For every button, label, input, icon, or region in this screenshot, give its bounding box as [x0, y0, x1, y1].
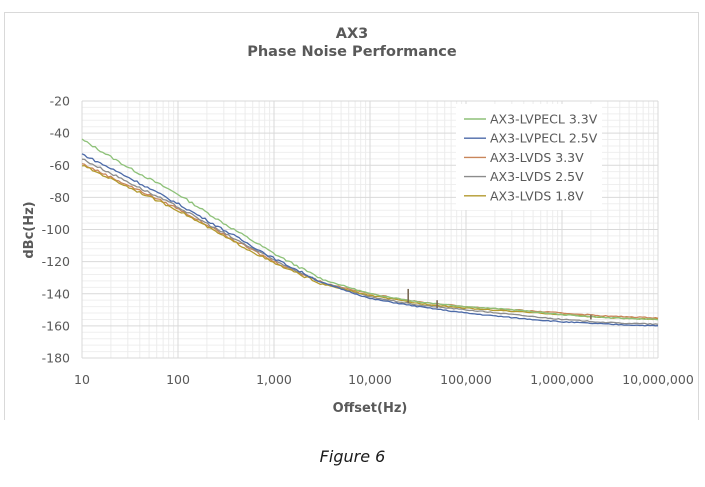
legend-label: AX3-LVPECL 3.3V: [490, 112, 598, 127]
x-tick-label: 10,000,000: [622, 372, 694, 387]
x-tick-label: 1,000: [256, 372, 292, 387]
figure-caption: Figure 6: [319, 447, 386, 466]
phase-noise-chart: -20 -40 -60 -80 -100 -120 -140 -160 -180 10 100 1,…: [22, 26, 694, 416]
y-axis-label: dBc(Hz): [22, 201, 37, 258]
y-tick-label: -140: [42, 286, 70, 301]
y-axis-ticks: -20 -40 -60 -80 -100 -120 -140 -160 -180: [42, 94, 70, 366]
series-line: [81, 158, 659, 326]
x-axis-label: Offset(Hz): [333, 401, 408, 416]
y-tick-label: -100: [42, 222, 70, 237]
legend-label: AX3-LVDS 2.5V: [490, 169, 584, 184]
legend: AX3-LVPECL 3.3V AX3-LVPECL 2.5V AX3-LVDS 3…: [456, 104, 602, 210]
series-lines: [81, 138, 659, 327]
x-tick-label: 10,000: [348, 372, 392, 387]
chart-frame: [4, 12, 699, 420]
y-tick-label: -120: [42, 254, 70, 269]
spur-markers: [407, 288, 592, 320]
y-tick-label: -40: [50, 126, 70, 141]
legend-label: AX3-LVDS 3.3V: [490, 150, 584, 165]
series-line: [81, 153, 659, 327]
x-tick-label: 100,000: [440, 372, 492, 387]
x-tick-label: 100: [166, 372, 190, 387]
chart-title: AX3: [336, 26, 369, 42]
y-tick-label: -20: [50, 94, 70, 109]
series-line: [81, 138, 659, 321]
y-tick-label: -80: [50, 190, 70, 205]
x-axis-ticks: 10 100 1,000 10,000 100,000 1,000,000 10,000,0…: [74, 372, 694, 387]
chart-subtitle: Phase Noise Performance: [247, 44, 457, 60]
x-tick-label: 10: [74, 372, 90, 387]
x-tick-label: 1,000,000: [530, 372, 594, 387]
legend-label: AX3-LVPECL 2.5V: [490, 131, 598, 146]
y-tick-label: -160: [42, 318, 70, 333]
series-line: [81, 163, 659, 319]
y-tick-label: -60: [50, 158, 70, 173]
y-tick-label: -180: [42, 351, 70, 366]
legend-label: AX3-LVDS 1.8V: [490, 188, 584, 203]
